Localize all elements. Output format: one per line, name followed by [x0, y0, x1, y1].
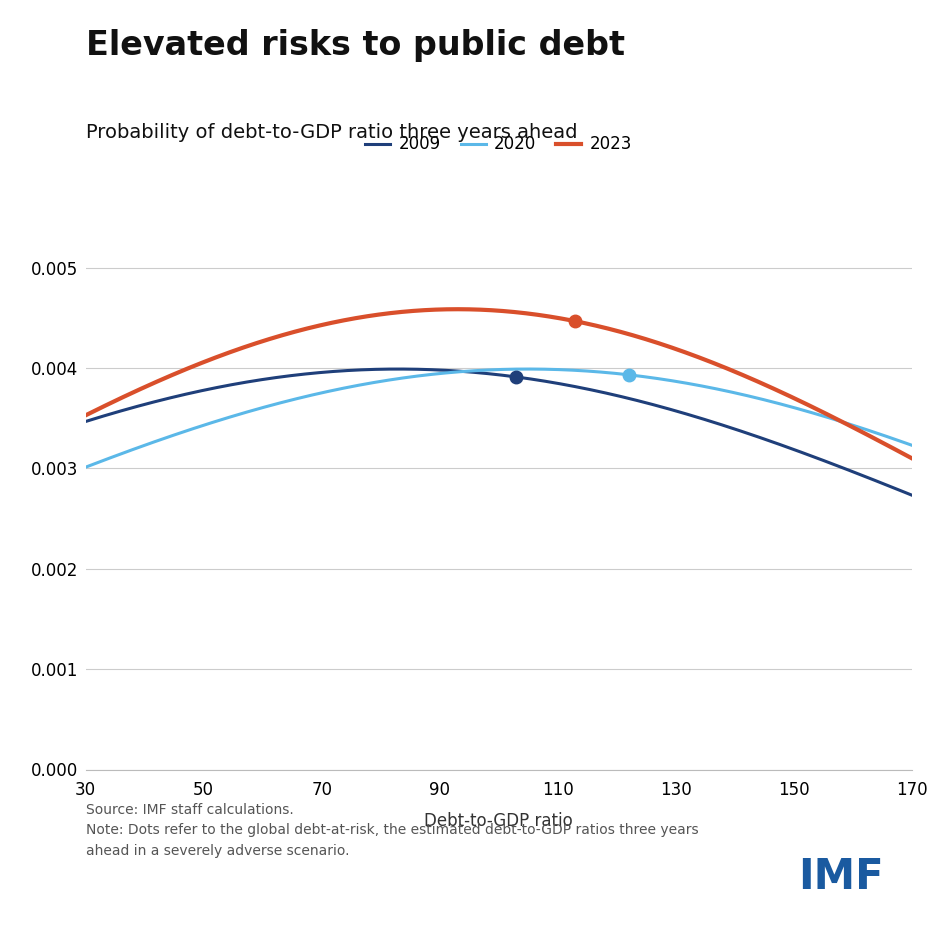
- Legend: 2009, 2020, 2023: 2009, 2020, 2023: [359, 129, 638, 161]
- Text: Probability of debt-to-GDP ratio three years ahead: Probability of debt-to-GDP ratio three y…: [86, 124, 577, 142]
- Text: Elevated risks to public debt: Elevated risks to public debt: [86, 28, 624, 62]
- Text: Source: IMF staff calculations.
Note: Dots refer to the global debt-at-risk, the: Source: IMF staff calculations. Note: Do…: [86, 803, 698, 858]
- X-axis label: Debt-to-GDP ratio: Debt-to-GDP ratio: [425, 812, 573, 830]
- Text: IMF: IMF: [798, 856, 884, 898]
